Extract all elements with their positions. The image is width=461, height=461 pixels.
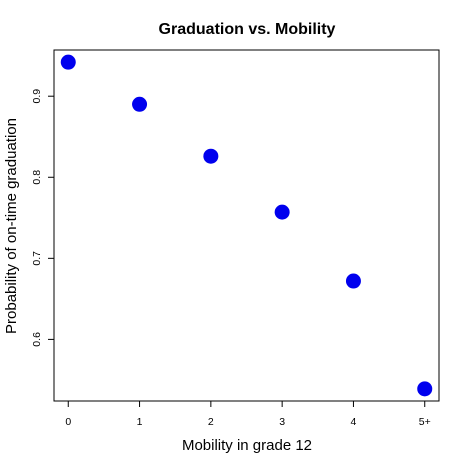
data-points (60, 54, 433, 397)
chart-title: Graduation vs. Mobility (159, 21, 336, 38)
y-axis-label: Probability of on-time graduation (3, 118, 20, 334)
data-point (345, 273, 361, 289)
plot-frame (53, 49, 440, 402)
x-tick-label: 3 (279, 416, 285, 428)
x-axis-label: Mobility in grade 12 (182, 437, 312, 454)
x-axis: 0 1 2 3 4 5+ (65, 400, 431, 428)
x-tick-label: 2 (208, 416, 214, 428)
y-tick-label: 0.7 (31, 251, 43, 266)
x-tick-label: 4 (351, 416, 357, 428)
x-tick-label: 1 (137, 416, 143, 428)
x-tick-label: 0 (65, 416, 71, 428)
data-point (132, 96, 148, 112)
data-point (203, 148, 219, 164)
data-point (274, 204, 290, 220)
y-tick-label: 0.9 (31, 89, 43, 104)
x-tick-label: 5+ (419, 416, 431, 428)
y-tick-label: 0.8 (31, 170, 43, 185)
y-tick-label: 0.6 (31, 332, 43, 347)
y-axis: 0.6 0.7 0.8 0.9 (31, 89, 55, 347)
data-point (60, 54, 76, 70)
data-point (417, 381, 433, 397)
